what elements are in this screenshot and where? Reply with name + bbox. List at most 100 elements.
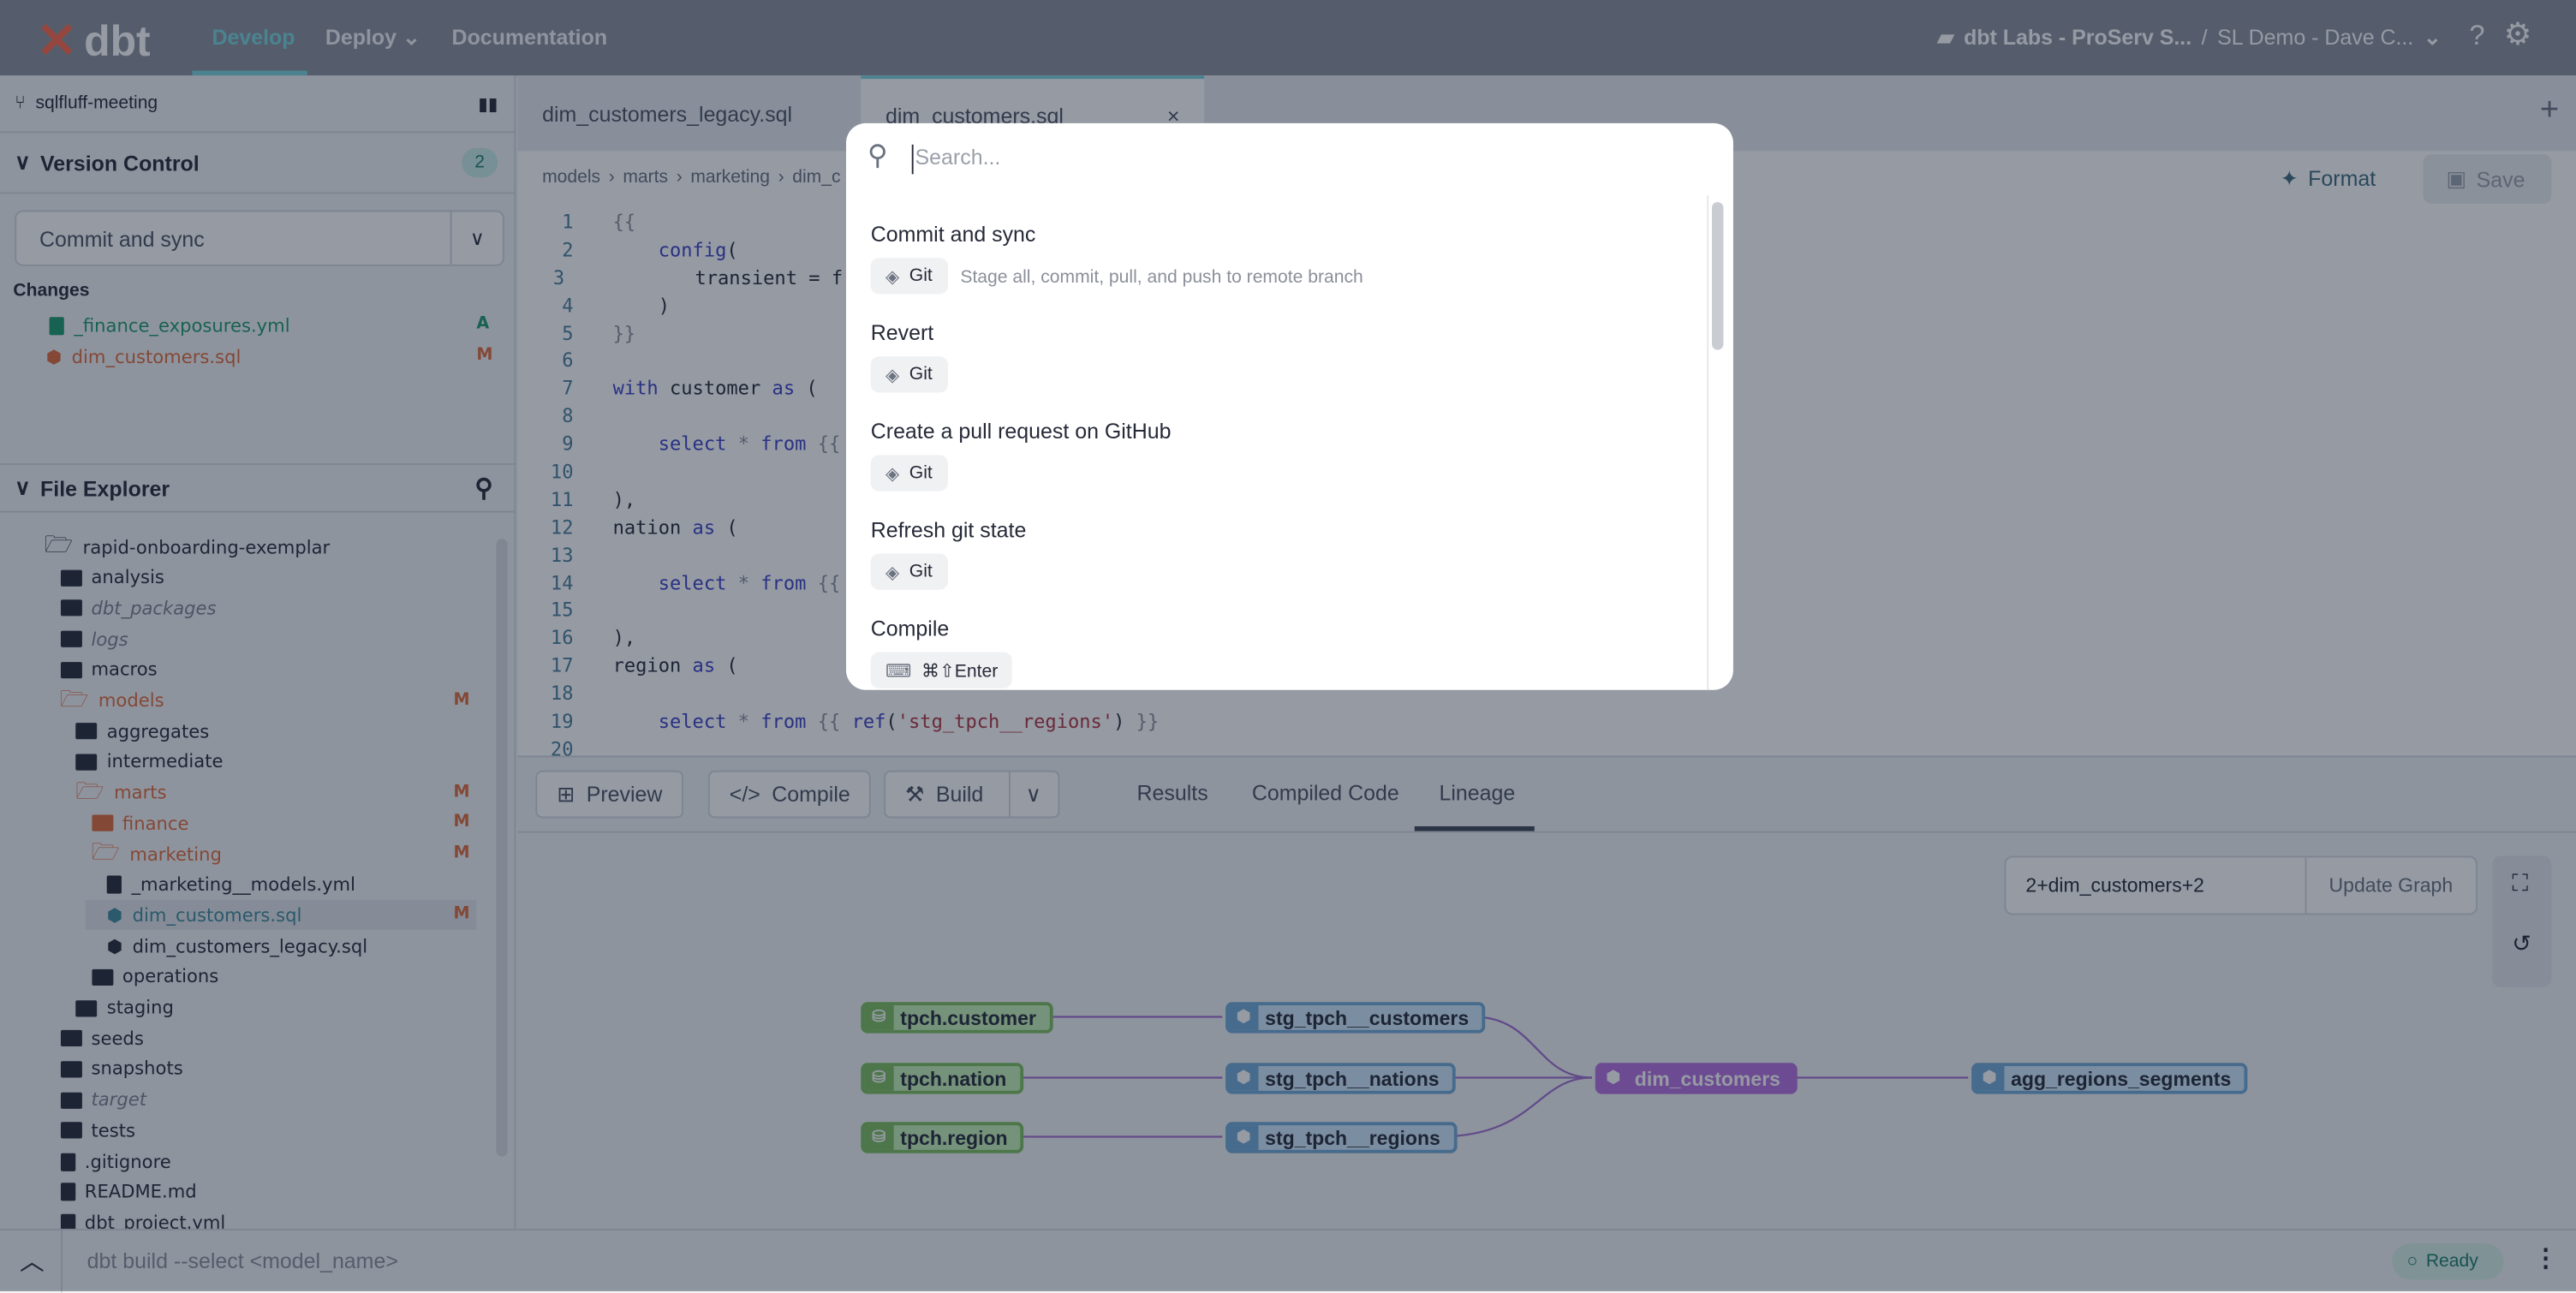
commit-sync-button[interactable]: Commit and sync ∨ <box>15 210 504 266</box>
code-token: as <box>692 515 716 539</box>
tree-item[interactable]: aggregates <box>75 717 209 747</box>
tree-item[interactable]: 🗁 rapid-onboarding-exemplar <box>45 533 330 563</box>
palette-scrollbar[interactable] <box>1711 201 1724 350</box>
git-branch-icon: ⑂ <box>15 93 26 114</box>
book-icon[interactable]: ▮▮ <box>478 94 498 115</box>
code-line: 11), <box>517 488 843 515</box>
breadcrumb-item[interactable]: dim_c <box>792 167 841 188</box>
lineage-node-source[interactable]: ⛁ tpch.region <box>861 1122 1024 1153</box>
format-button[interactable]: ✦ Format <box>2281 166 2376 193</box>
chevron-up-icon[interactable]: ︿ <box>20 1248 45 1277</box>
tree-item[interactable]: macros <box>60 655 158 685</box>
fullscreen-icon[interactable]: ⛶ <box>2512 868 2529 896</box>
build-button[interactable]: ⚒ Build ∨ <box>884 770 1059 819</box>
breadcrumb-item[interactable]: models <box>542 167 601 188</box>
version-control-header[interactable]: ∨ Version Control 2 <box>0 131 516 194</box>
code-token: }} <box>1136 710 1160 733</box>
dbt-logo[interactable]: ✕ dbt <box>36 15 151 69</box>
palette-item[interactable]: Compile ⌨ ⌘⇧Enter <box>870 616 1013 688</box>
status-bar: ︿ dbt build --select <model_name> ○ Ready… <box>0 1228 2576 1293</box>
tree-item[interactable]: 🗁 marketing <box>91 839 221 869</box>
palette-item[interactable]: Revert ◈ Git <box>870 320 948 393</box>
lineage-node-model[interactable]: ⬢ stg_tpch__nations <box>1225 1063 1456 1094</box>
tree-item[interactable]: 🗁 marts <box>75 778 166 808</box>
palette-item[interactable]: Refresh git state ◈ Git <box>870 517 1026 590</box>
breadcrumb-item[interactable]: marketing <box>690 167 770 188</box>
new-tab-plus-icon[interactable]: + <box>2539 92 2560 128</box>
tree-item[interactable]: tests <box>60 1116 135 1146</box>
tree-item[interactable]: README.md <box>60 1177 197 1207</box>
help-icon[interactable]: ? <box>2469 20 2485 51</box>
tree-item[interactable]: logs <box>60 624 128 654</box>
lineage-node-model[interactable]: ⬢ stg_tpch__regions <box>1225 1122 1458 1153</box>
tree-item[interactable]: staging <box>75 993 174 1023</box>
lineage-node-model[interactable]: ⬢ stg_tpch__customers <box>1225 1002 1486 1034</box>
tree-item[interactable]: target <box>60 1085 146 1115</box>
line-number: 16 <box>550 626 574 650</box>
project-switcher[interactable]: ▰ dbt Labs - ProServ S... / SL Demo - Dave … <box>1937 25 2441 51</box>
lineage-node-model[interactable]: ⬢ agg_regions_segments <box>1971 1063 2248 1094</box>
lineage-node-source[interactable]: ⛁ tpch.customer <box>861 1002 1053 1034</box>
preview-button[interactable]: ⊞ Preview <box>535 770 684 819</box>
tree-item-label: marts <box>114 782 167 804</box>
palette-item[interactable]: Create a pull request on GitHub ◈ Git <box>870 419 1171 492</box>
tree-item[interactable]: operations <box>91 962 218 992</box>
tab-lineage[interactable]: Lineage <box>1439 780 1516 806</box>
tree-item[interactable]: seeds <box>60 1024 144 1054</box>
tree-item[interactable]: intermediate <box>75 748 223 778</box>
chevron-down-icon[interactable]: ∨ <box>1008 772 1058 817</box>
tree-item[interactable]: ⬢ dim_customers.sql <box>85 901 477 931</box>
tree-item[interactable]: _marketing__models.yml <box>106 870 355 900</box>
search-icon[interactable]: ⚲ <box>474 474 493 503</box>
reset-icon[interactable]: ↺ <box>2512 929 2531 956</box>
command-input[interactable]: dbt build --select <model_name> <box>86 1248 398 1273</box>
tab-results[interactable]: Results <box>1136 780 1208 806</box>
palette-item[interactable]: Commit and sync ◈ Git Stage all, commit, pu… <box>870 222 1363 295</box>
code-line: 4 ) <box>517 294 843 321</box>
breadcrumb-item[interactable]: marts <box>623 167 669 188</box>
tab-compiled-code[interactable]: Compiled Code <box>1251 780 1399 806</box>
keyboard-icon: ⌨ <box>886 661 912 682</box>
tree-item-label: logs <box>91 628 128 650</box>
tree-item[interactable]: dbt_packages <box>60 593 217 623</box>
change-item[interactable]: _finance_exposures.yml <box>49 311 290 341</box>
command-bar[interactable]: dbt build --select <model_name> <box>60 1230 2361 1293</box>
compile-label: Compile <box>772 782 850 807</box>
compile-button[interactable]: </> Compile <box>707 770 872 819</box>
tree-item[interactable]: 🗁 models <box>60 686 164 716</box>
database-icon: ⛁ <box>864 1005 894 1030</box>
more-vertical-icon[interactable]: ⋮ <box>2533 1245 2558 1273</box>
branch-name: sqlfluff-meeting <box>35 93 158 114</box>
change-item[interactable]: ⬢ dim_customers.sql <box>46 342 242 372</box>
changes-label: Changes <box>13 281 90 301</box>
lineage-node-current[interactable]: ⬢ dim_customers <box>1595 1063 1798 1094</box>
update-graph-button[interactable]: Update Graph <box>2304 857 2476 914</box>
file-explorer-header[interactable]: ∨ File Explorer ⚲ <box>0 462 516 513</box>
save-button[interactable]: ▣ Save <box>2423 154 2552 204</box>
tree-item[interactable]: finance <box>91 808 188 838</box>
git-icon: ◈ <box>886 266 900 287</box>
code-line: 5}} <box>517 321 843 349</box>
tree-item[interactable]: .gitignore <box>60 1147 171 1177</box>
folder-icon <box>60 1061 81 1078</box>
code-token: customer <box>658 376 772 400</box>
palette-search-input[interactable]: Search... <box>911 144 1569 175</box>
code-token: select <box>658 570 727 594</box>
nav-deploy[interactable]: Deploy ⌄ <box>325 25 420 51</box>
tree-item[interactable]: ⬢ dim_customers_legacy.sql <box>107 932 367 962</box>
tree-scrollbar[interactable] <box>496 539 508 1157</box>
graph-selector: 2+dim_customers+2 Update Graph <box>2004 855 2478 915</box>
nav-develop[interactable]: Develop <box>212 24 295 50</box>
tree-item[interactable]: analysis <box>60 563 164 593</box>
lineage-node-source[interactable]: ⛁ tpch.nation <box>861 1063 1023 1094</box>
close-icon[interactable]: × <box>1166 102 1180 128</box>
selector-input[interactable]: 2+dim_customers+2 <box>2025 873 2204 897</box>
code-token: {{ <box>806 710 852 733</box>
gear-icon[interactable]: ⚙ <box>2503 18 2532 53</box>
nav-documentation[interactable]: Documentation <box>451 24 608 50</box>
chevron-down-icon[interactable]: ∨ <box>450 212 503 265</box>
node-label: tpch.customer <box>900 1006 1036 1029</box>
tab-dim-customers-legacy[interactable]: dim_customers_legacy.sql <box>517 75 854 151</box>
tree-item[interactable]: snapshots <box>60 1054 183 1084</box>
